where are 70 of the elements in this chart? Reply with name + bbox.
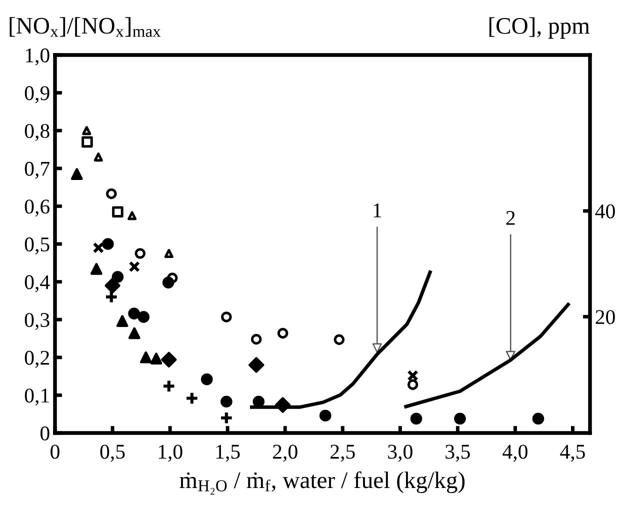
y-tick-label: 0,3 <box>24 312 50 330</box>
point <box>162 379 176 394</box>
point <box>200 373 213 386</box>
point <box>92 242 104 254</box>
y-tick-label: 0,1 <box>24 388 49 406</box>
point <box>319 410 332 422</box>
point <box>407 370 418 382</box>
line-series <box>404 302 570 408</box>
point <box>140 351 152 364</box>
point <box>128 211 137 220</box>
x-tick-label: 2,0 <box>273 444 298 462</box>
point <box>128 261 140 272</box>
x-tick-label: 0 <box>50 444 60 459</box>
annotation: 1 <box>374 203 382 218</box>
point <box>164 248 174 258</box>
point <box>112 270 124 283</box>
point <box>161 352 177 368</box>
y-tick-label: 0,4 <box>24 275 50 292</box>
point <box>150 352 162 364</box>
point <box>162 276 174 288</box>
point <box>410 412 422 425</box>
point <box>221 312 232 322</box>
point <box>82 126 92 136</box>
annotation: 2 <box>506 211 515 225</box>
point <box>106 188 117 200</box>
point <box>407 379 418 390</box>
y-tick-label: 0,9 <box>24 86 50 104</box>
y-tick-label: 0,6 <box>24 200 50 217</box>
point <box>454 412 466 425</box>
x-axis-title: ṁ$_{H₂O}$ / ṁ$_{f}$, water / fuel (kg/kg) <box>180 471 465 495</box>
point <box>250 334 262 345</box>
point <box>532 412 544 425</box>
x-tick-label: 4,0 <box>502 444 528 462</box>
point <box>112 206 124 218</box>
point <box>128 308 140 320</box>
y-tick-label: 1,0 <box>26 48 50 66</box>
point <box>104 290 118 304</box>
line-series <box>250 270 432 409</box>
x-tick-label: 1,5 <box>216 444 240 462</box>
x-tick-label: 2,5 <box>330 444 355 462</box>
y2-tick-label: 40 <box>595 204 615 218</box>
y2-tick-label: 20 <box>596 310 615 324</box>
point <box>138 311 150 323</box>
point <box>134 248 146 259</box>
y-axis-title: [NO$_{x}$]/[NO$_{x}$]$_{max}$ <box>10 17 161 37</box>
y-tick-label: 0 <box>40 426 50 440</box>
point <box>104 278 120 294</box>
y-tick-label: 0,7 <box>24 162 50 179</box>
point <box>70 168 83 180</box>
point <box>220 396 232 408</box>
x-tick-label: 0,5 <box>100 444 125 462</box>
point <box>116 315 128 328</box>
x-tick-label: 3,0 <box>388 444 412 462</box>
y2-axis-title: [CO], ppm <box>489 17 590 39</box>
point <box>128 327 140 340</box>
point <box>334 334 345 345</box>
point <box>102 238 114 250</box>
point <box>248 357 264 373</box>
point <box>220 410 234 425</box>
x-tick-label: 3,5 <box>446 444 470 462</box>
x-tick-label: 4,5 <box>560 444 585 462</box>
y-tick-label: 0,5 <box>24 237 50 254</box>
x-tick-label: 1,0 <box>158 444 182 462</box>
point <box>277 328 288 339</box>
point <box>94 152 103 162</box>
y-tick-label: 0,2 <box>24 350 49 368</box>
point <box>185 391 199 406</box>
point <box>82 136 93 148</box>
y-tick-label: 0,8 <box>24 124 50 142</box>
point <box>90 263 102 275</box>
